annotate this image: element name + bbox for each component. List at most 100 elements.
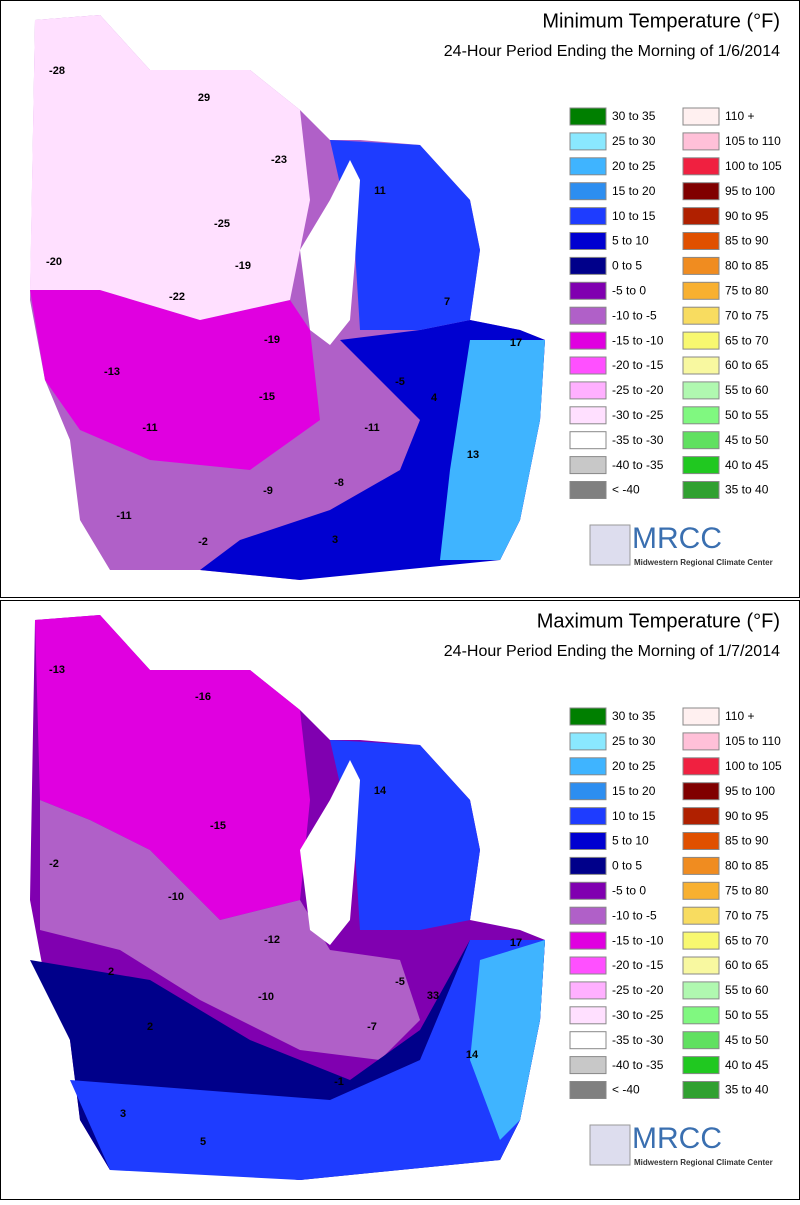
map-label: -15 — [259, 391, 275, 403]
legend-label: 45 to 50 — [725, 433, 769, 447]
map-label: -2 — [49, 858, 59, 870]
legend-swatch — [682, 107, 720, 126]
legend-label: 55 to 60 — [725, 383, 769, 397]
legend-label: 20 to 25 — [612, 159, 656, 173]
legend-label: -20 to -15 — [612, 358, 664, 372]
map-label: 11 — [374, 185, 386, 197]
legend-swatch — [569, 132, 607, 151]
map-label: -20 — [46, 256, 62, 268]
legend-swatch — [569, 732, 607, 751]
map-label: 4 — [431, 392, 438, 404]
legend-swatch — [569, 1006, 607, 1025]
legend-label: 15 to 20 — [612, 184, 656, 198]
legend-swatch — [682, 132, 720, 151]
legend-label: 10 to 15 — [612, 209, 656, 223]
legend-label: 10 to 15 — [612, 809, 656, 823]
map-label: -13 — [49, 664, 65, 676]
panel: Maximum Temperature (°F) 24-Hour Period E… — [0, 600, 800, 1200]
legend-label: -20 to -15 — [612, 958, 664, 972]
map-label: 2 — [108, 966, 114, 978]
legend-label: -40 to -35 — [612, 1058, 664, 1072]
legend-label: 100 to 105 — [725, 759, 782, 773]
legend-label: 30 to 35 — [612, 109, 656, 123]
legend-swatch — [682, 732, 720, 751]
legend-label: 55 to 60 — [725, 983, 769, 997]
legend-swatch — [682, 356, 720, 375]
legend-swatch — [682, 981, 720, 1000]
map-label: 7 — [444, 296, 450, 308]
legend-swatch — [569, 1081, 607, 1099]
title: Minimum Temperature (°F) — [542, 10, 780, 32]
legend-label: 75 to 80 — [725, 883, 769, 897]
legend-label: < -40 — [612, 1083, 640, 1097]
legend-swatch — [569, 381, 607, 400]
legend-label: 60 to 65 — [725, 958, 769, 972]
legend-swatch — [682, 1056, 720, 1075]
map — [30, 615, 545, 1180]
legend-label: 40 to 45 — [725, 458, 769, 472]
legend-label: 95 to 100 — [725, 784, 775, 798]
legend-swatch — [682, 782, 720, 801]
legend-label: 0 to 5 — [612, 859, 642, 873]
legend-label: 75 to 80 — [725, 283, 769, 297]
logo-tagline: Midwestern Regional Climate Center — [634, 558, 773, 567]
legend-swatch — [569, 331, 607, 350]
legend-label: 0 to 5 — [612, 259, 642, 273]
map-label: -13 — [104, 366, 120, 378]
legend-label: 80 to 85 — [725, 259, 769, 273]
legend-label: 85 to 90 — [725, 834, 769, 848]
legend-label: 35 to 40 — [725, 483, 769, 497]
legend-label: 105 to 110 — [725, 134, 781, 148]
legend-label: -35 to -30 — [612, 433, 664, 447]
logo-name: MRCC — [632, 522, 722, 555]
legend-label: 95 to 100 — [725, 184, 775, 198]
legend-swatch — [682, 232, 720, 250]
legend-swatch — [569, 757, 607, 776]
legend-swatch — [682, 281, 720, 300]
legend-swatch — [569, 807, 607, 826]
map-label: -9 — [263, 485, 273, 497]
map-label: -2 — [198, 536, 208, 548]
map-label: 13 — [467, 449, 479, 461]
legend-label: 35 to 40 — [725, 1083, 769, 1097]
legend-swatch — [682, 182, 720, 201]
legend-swatch — [682, 406, 720, 425]
legend-label: -10 to -5 — [612, 908, 657, 922]
legend-swatch — [569, 881, 607, 900]
legend-label: -15 to -10 — [612, 333, 664, 347]
legend-label: 25 to 30 — [612, 734, 656, 748]
map-label: 29 — [198, 92, 210, 104]
legend-swatch — [682, 431, 720, 450]
legend-swatch — [569, 456, 607, 475]
legend-swatch — [682, 856, 720, 875]
legend-label: 50 to 55 — [725, 408, 769, 422]
legend-swatch — [569, 306, 607, 325]
legend-swatch — [682, 306, 720, 325]
legend-label: 20 to 25 — [612, 759, 656, 773]
legend-label: 65 to 70 — [725, 333, 769, 347]
map-label: -5 — [395, 976, 405, 988]
legend-swatch — [682, 1081, 720, 1099]
legend-label: 5 to 10 — [612, 234, 649, 248]
legend-label: 45 to 50 — [725, 1033, 769, 1047]
legend-swatch — [569, 107, 607, 126]
legend-label: -35 to -30 — [612, 1033, 664, 1047]
logo-name: MRCC — [632, 1122, 722, 1155]
legend-swatch — [569, 182, 607, 201]
legend-swatch — [569, 157, 607, 176]
legend-swatch — [682, 256, 720, 275]
map-label: -11 — [364, 422, 379, 434]
legend-swatch — [569, 981, 607, 1000]
map-label: -23 — [271, 154, 287, 166]
map-label: -7 — [367, 1021, 377, 1033]
legend-swatch — [569, 832, 607, 850]
legend-label: 90 to 95 — [725, 209, 769, 223]
legend-swatch — [569, 256, 607, 275]
legend-swatch — [569, 782, 607, 801]
legend-label: 15 to 20 — [612, 784, 656, 798]
legend-label: 40 to 45 — [725, 1058, 769, 1072]
legend-label: 30 to 35 — [612, 709, 656, 723]
map-label: 3 — [332, 534, 338, 546]
legend-label: 65 to 70 — [725, 933, 769, 947]
legend-swatch — [682, 807, 720, 826]
